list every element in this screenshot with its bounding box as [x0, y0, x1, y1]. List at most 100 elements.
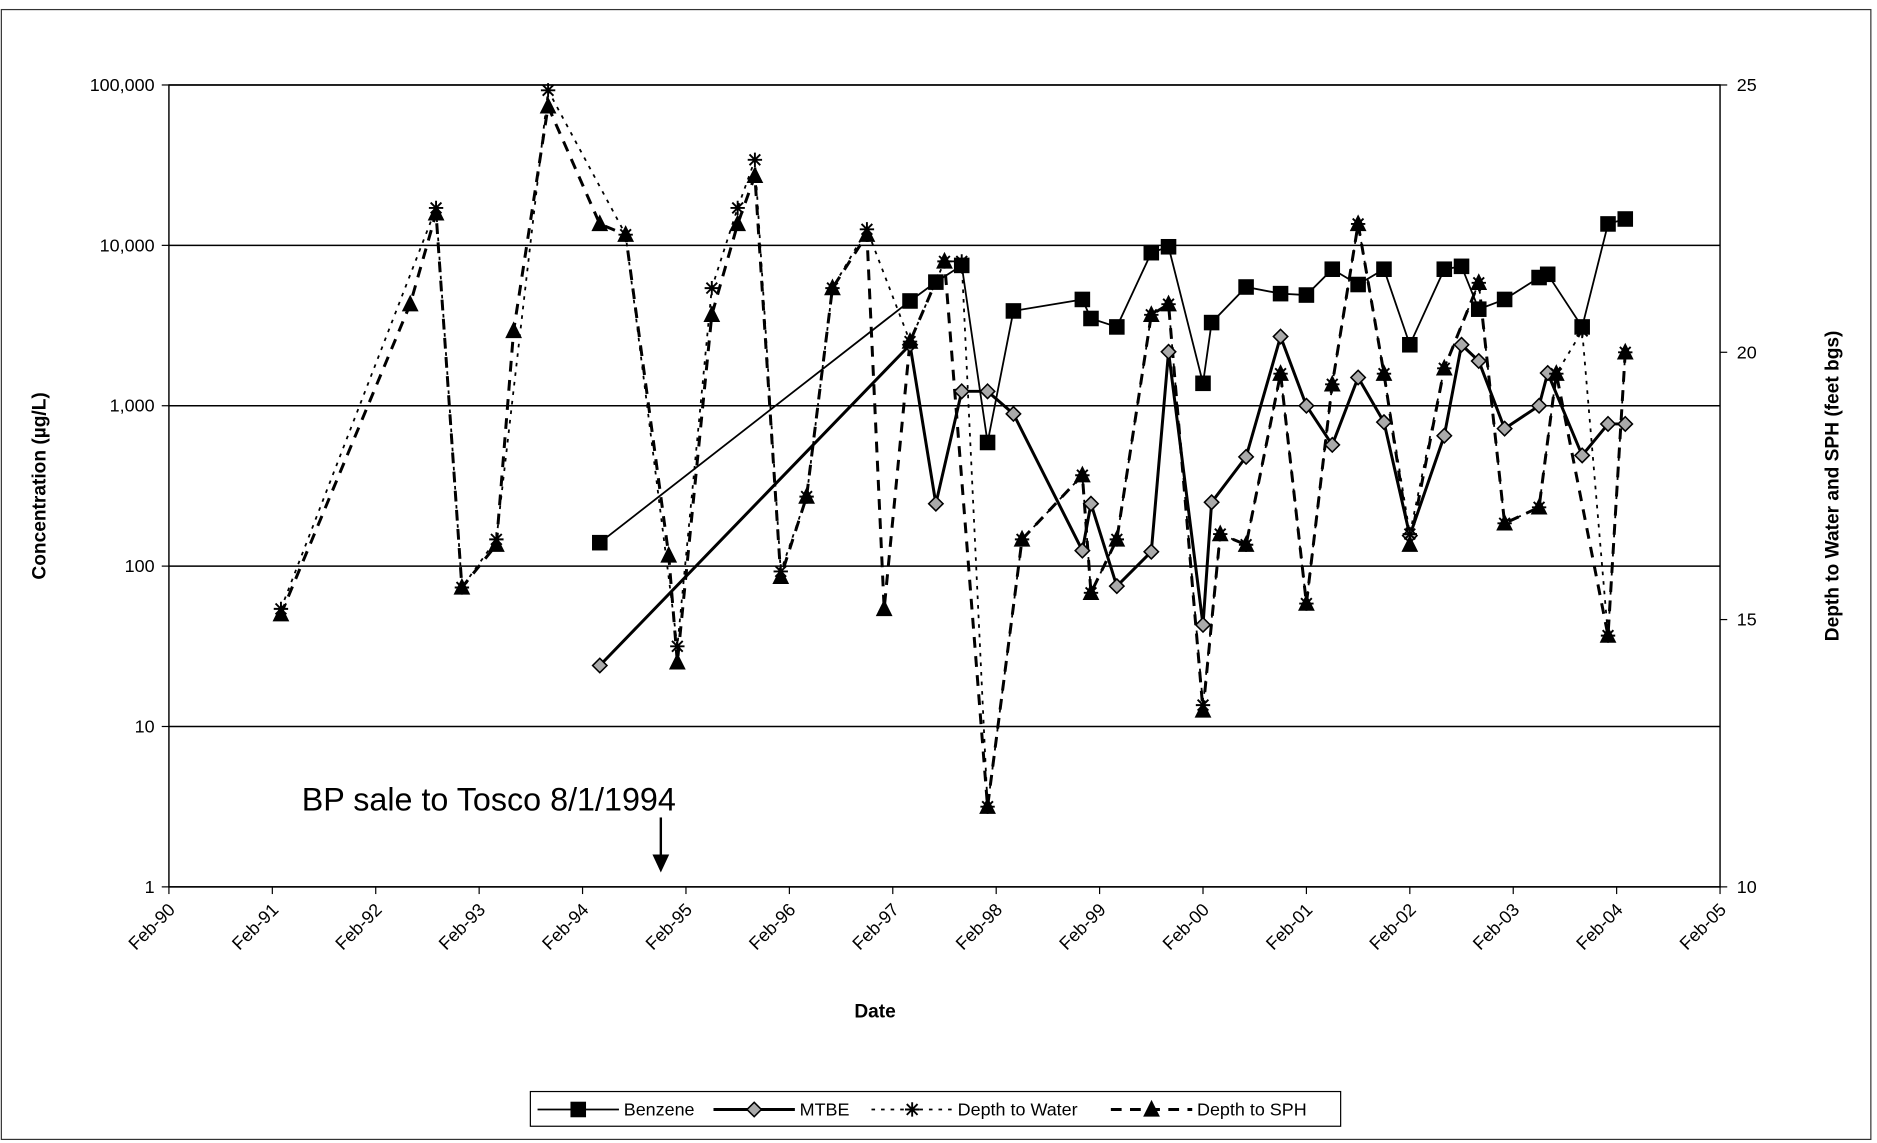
marker-asterisk — [540, 83, 556, 98]
marker-asterisk — [747, 152, 763, 168]
marker-diamond — [1108, 577, 1126, 595]
marker-triangle — [746, 166, 764, 184]
marker-diamond — [1194, 616, 1212, 634]
y2-tick-label: 25 — [1737, 75, 1757, 95]
marker-square — [1109, 319, 1125, 335]
marker-square — [902, 293, 918, 309]
marker-triangle — [1194, 700, 1212, 718]
marker-diamond — [1616, 415, 1634, 433]
marker-triangle — [1375, 364, 1393, 381]
marker-triangle — [1470, 273, 1488, 290]
marker-triangle — [1013, 529, 1031, 547]
marker-square — [1402, 336, 1418, 353]
y2-axis-title: Depth to Water and SPH (feet bgs) — [1823, 331, 1844, 642]
marker-square — [570, 1101, 587, 1118]
marker-triangle — [1599, 626, 1617, 643]
annotation: BP sale to Tosco 8/1/1994 — [302, 781, 676, 817]
marker-triangle — [1272, 364, 1289, 381]
marker-square — [1160, 238, 1177, 255]
marker-triangle — [1142, 305, 1160, 323]
marker-diamond — [927, 495, 945, 512]
marker-triangle — [427, 203, 445, 221]
marker-triangle — [488, 535, 505, 552]
legend-box — [529, 1090, 1342, 1127]
legend-label: Benzene — [624, 1099, 695, 1119]
marker-square — [1074, 291, 1091, 308]
marker-diamond — [1375, 413, 1393, 431]
marker-triangle — [591, 214, 609, 232]
marker-triangle — [401, 294, 419, 312]
marker-square — [1203, 314, 1220, 331]
marker-diamond — [591, 657, 609, 674]
marker-triangle — [1160, 294, 1177, 312]
marker-diamond — [1298, 397, 1315, 415]
y-tick-label: 100,000 — [90, 75, 155, 95]
y-axis-title: Concentration (µg/L) — [30, 392, 51, 579]
marker-diamond — [1349, 369, 1367, 386]
legend-label: Depth to SPH — [1197, 1099, 1307, 1119]
marker-triangle — [798, 487, 815, 504]
marker-diamond — [1470, 352, 1488, 370]
marker-triangle — [1401, 535, 1419, 552]
marker-square — [592, 534, 608, 551]
marker-triangle — [1073, 465, 1091, 483]
marker-diamond — [1496, 420, 1513, 437]
marker-triangle — [660, 545, 678, 563]
marker-square — [1539, 266, 1556, 283]
marker-diamond — [1272, 328, 1289, 345]
plot-area — [168, 84, 1721, 888]
y-tick-label: 1 — [145, 877, 155, 897]
marker-square — [1238, 279, 1254, 295]
marker-diamond — [953, 383, 971, 400]
marker-asterisk — [1574, 323, 1590, 339]
marker-square — [1600, 216, 1616, 232]
y2-tick-label: 10 — [1737, 877, 1757, 897]
marker-triangle — [1143, 1099, 1160, 1117]
marker-diamond — [1599, 415, 1617, 433]
marker-diamond — [1530, 397, 1548, 415]
marker-triangle — [272, 604, 290, 622]
annotation-arrowhead — [652, 854, 670, 873]
marker-square — [1195, 375, 1211, 392]
marker-square — [1350, 276, 1366, 293]
marker-square — [1005, 303, 1022, 319]
marker-triangle — [668, 652, 686, 670]
marker-diamond — [1203, 494, 1220, 511]
marker-triangle — [539, 96, 557, 114]
marker-square — [1470, 301, 1487, 317]
marker-triangle — [1237, 535, 1255, 552]
marker-triangle — [875, 599, 893, 617]
marker-diamond — [745, 1101, 763, 1118]
marker-triangle — [729, 214, 747, 232]
marker-diamond — [1005, 405, 1022, 423]
x-axis-title: Date — [854, 1001, 895, 1022]
marker-triangle — [1323, 374, 1341, 392]
y-tick-label: 100 — [125, 556, 155, 576]
marker-triangle — [1547, 364, 1565, 381]
marker-triangle — [453, 577, 471, 595]
marker-diamond — [1453, 336, 1470, 354]
marker-asterisk — [1402, 526, 1418, 542]
y2-tick-label: 20 — [1737, 342, 1757, 362]
marker-diamond — [979, 383, 996, 400]
y-tick-label: 1,000 — [110, 396, 155, 416]
marker-square — [1617, 211, 1634, 227]
marker-triangle — [1435, 358, 1453, 376]
marker-asterisk — [730, 200, 745, 216]
marker-diamond — [1160, 343, 1177, 361]
marker-triangle — [1298, 593, 1315, 611]
marker-triangle — [505, 321, 522, 339]
marker-triangle — [703, 305, 721, 323]
marker-square — [1272, 285, 1289, 302]
y2-tick-label: 15 — [1737, 610, 1757, 630]
marker-square — [928, 274, 944, 290]
legend-label: MTBE — [800, 1099, 850, 1119]
marker-triangle — [772, 567, 790, 584]
marker-triangle — [1496, 513, 1513, 531]
marker-square — [1298, 287, 1315, 303]
marker-asterisk — [704, 280, 719, 296]
marker-square — [1083, 310, 1099, 327]
marker-square — [1376, 261, 1392, 277]
